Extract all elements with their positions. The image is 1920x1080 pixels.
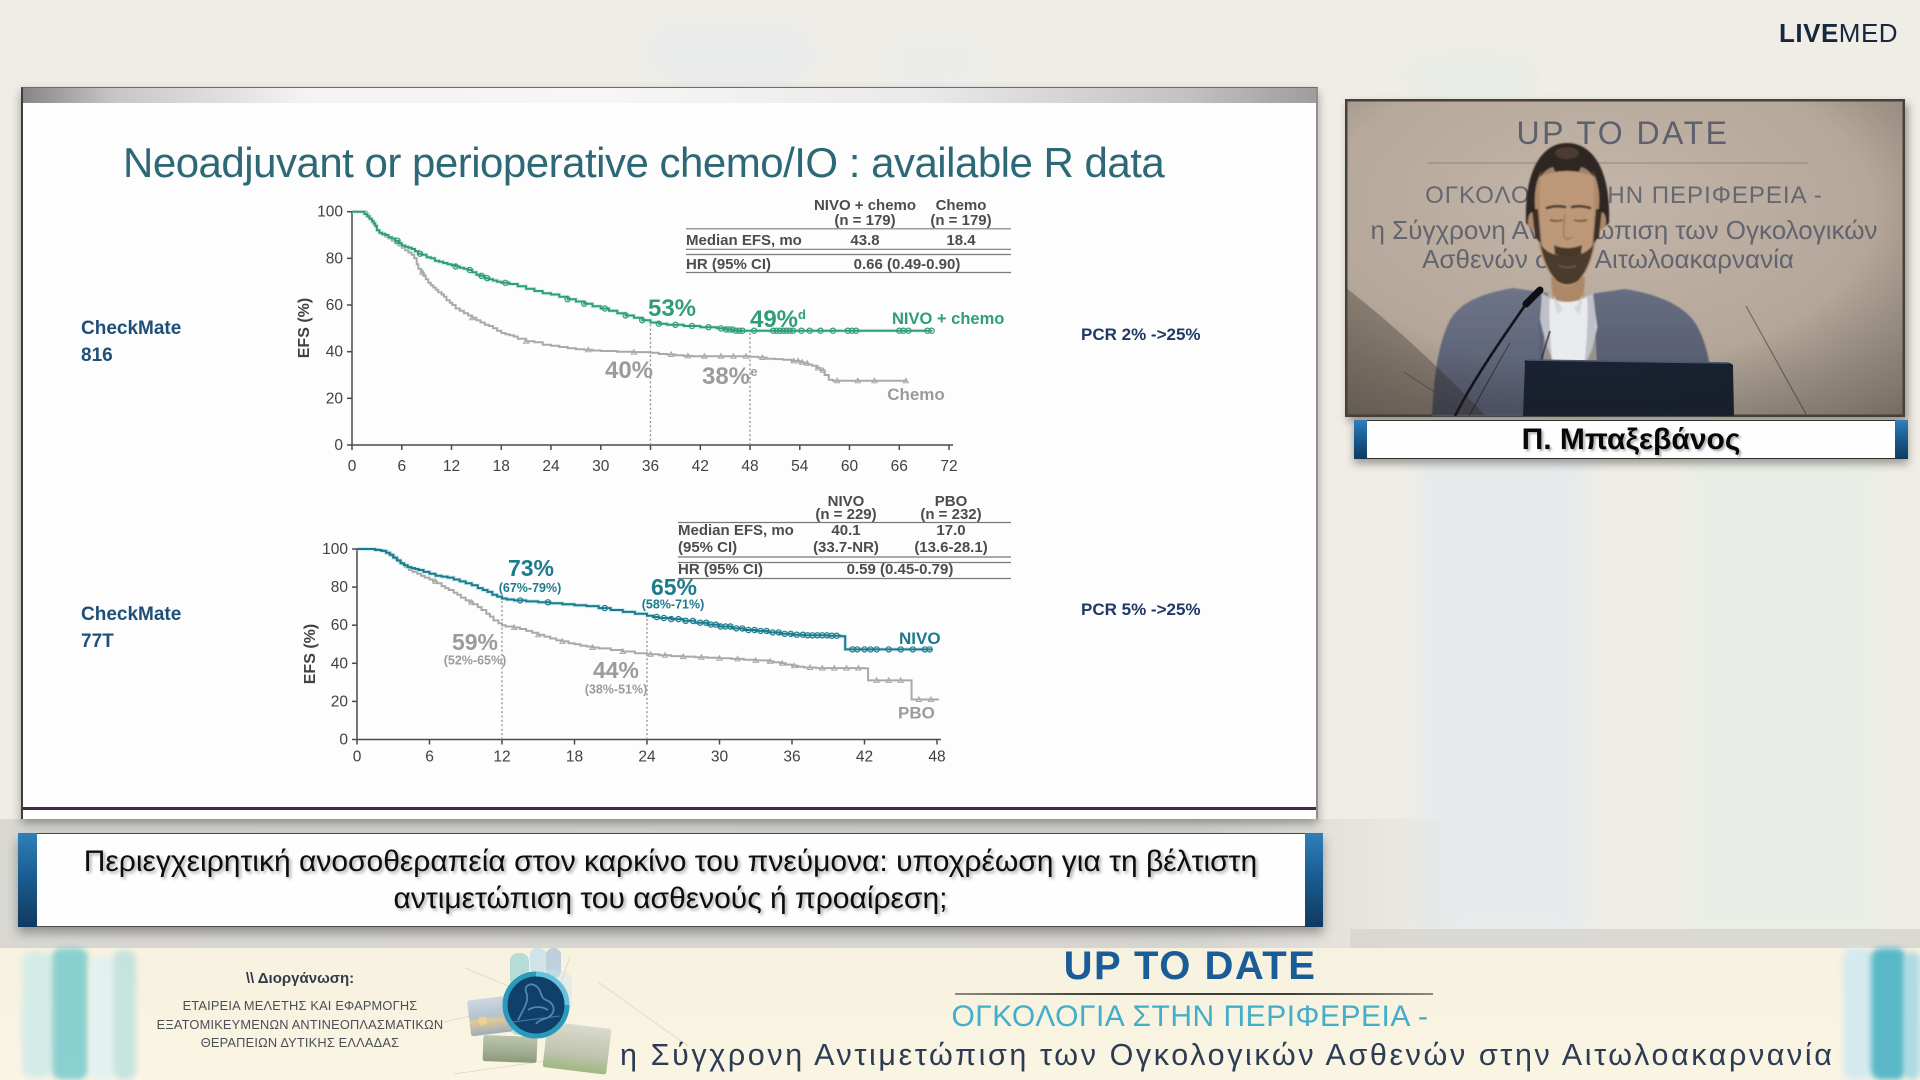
svg-text:100: 100 <box>322 541 348 558</box>
svg-text:Chemo: Chemo <box>936 197 987 214</box>
svg-text:54: 54 <box>791 458 809 475</box>
svg-text:12: 12 <box>493 749 510 766</box>
svg-text:6: 6 <box>397 458 406 475</box>
svg-text:(95% CI): (95% CI) <box>678 539 737 556</box>
svg-text:6: 6 <box>425 749 434 766</box>
svg-text:24: 24 <box>542 458 560 475</box>
svg-text:40: 40 <box>331 655 349 672</box>
svg-text:0: 0 <box>353 749 362 766</box>
svg-text:EFS (%): EFS (%) <box>302 624 319 684</box>
svg-text:42: 42 <box>692 458 709 475</box>
svg-text:40: 40 <box>326 344 344 361</box>
svg-text:(67%-79%): (67%-79%) <box>499 581 562 595</box>
svg-text:d: d <box>798 307 806 322</box>
svg-text:(n = 179): (n = 179) <box>834 212 895 229</box>
svg-text:36: 36 <box>783 749 800 766</box>
svg-text:80: 80 <box>331 579 349 596</box>
svg-text:12: 12 <box>443 458 460 475</box>
svg-text:49%: 49% <box>750 306 798 333</box>
svg-text:CheckMate: CheckMate <box>81 318 181 339</box>
svg-text:60: 60 <box>841 458 859 475</box>
svg-text:38%: 38% <box>702 363 750 390</box>
svg-text:18: 18 <box>493 458 510 475</box>
svg-text:CheckMate: CheckMate <box>81 604 181 625</box>
svg-text:e: e <box>750 364 757 379</box>
svg-text:Chemo: Chemo <box>887 385 945 404</box>
svg-text:100: 100 <box>317 204 343 221</box>
svg-text:EFS (%): EFS (%) <box>296 298 313 358</box>
svg-text:73%: 73% <box>508 555 554 581</box>
svg-text:44%: 44% <box>593 657 639 683</box>
svg-text:0: 0 <box>348 458 357 475</box>
svg-text:30: 30 <box>711 749 729 766</box>
svg-text:40.1: 40.1 <box>831 522 860 539</box>
svg-text:40%: 40% <box>605 357 653 384</box>
svg-text:0: 0 <box>339 732 348 749</box>
svg-text:24: 24 <box>638 749 656 766</box>
svg-text:30: 30 <box>592 458 610 475</box>
svg-text:HR (95% CI): HR (95% CI) <box>686 256 771 273</box>
svg-text:0.66 (0.49-0.90): 0.66 (0.49-0.90) <box>854 256 961 273</box>
svg-text:20: 20 <box>326 390 344 407</box>
svg-text:36: 36 <box>642 458 659 475</box>
svg-text:Median EFS, mo: Median EFS, mo <box>678 522 794 539</box>
svg-text:PCR 5% ->25%: PCR 5% ->25% <box>1081 600 1201 619</box>
svg-text:77T: 77T <box>81 631 114 652</box>
svg-text:18: 18 <box>566 749 583 766</box>
svg-text:(n = 179): (n = 179) <box>930 212 991 229</box>
svg-text:NIVO: NIVO <box>899 629 941 648</box>
svg-text:18.4: 18.4 <box>946 232 976 249</box>
svg-text:PBO: PBO <box>935 493 968 510</box>
svg-text:0: 0 <box>334 437 343 454</box>
svg-text:(58%-71%): (58%-71%) <box>642 598 705 612</box>
svg-text:72: 72 <box>940 458 957 475</box>
svg-text:(38%-51%): (38%-51%) <box>585 683 648 697</box>
svg-text:53%: 53% <box>648 295 696 322</box>
svg-text:48: 48 <box>741 458 758 475</box>
svg-text:(52%-65%): (52%-65%) <box>444 654 507 668</box>
svg-text:PCR 2% ->25%: PCR 2% ->25% <box>1081 325 1201 344</box>
svg-text:(n = 229): (n = 229) <box>815 506 876 523</box>
svg-text:43.8: 43.8 <box>850 232 879 249</box>
svg-text:(13.6-28.1): (13.6-28.1) <box>914 539 987 556</box>
svg-text:80: 80 <box>326 250 344 267</box>
svg-text:NIVO + chemo: NIVO + chemo <box>814 197 916 214</box>
svg-text:48: 48 <box>928 749 945 766</box>
svg-text:66: 66 <box>891 458 908 475</box>
svg-text:HR (95% CI): HR (95% CI) <box>678 561 763 578</box>
svg-text:60: 60 <box>326 297 344 314</box>
svg-text:NIVO + chemo: NIVO + chemo <box>892 310 1004 328</box>
svg-text:42: 42 <box>856 749 873 766</box>
svg-text:816: 816 <box>81 345 113 366</box>
svg-text:59%: 59% <box>452 629 498 655</box>
svg-text:(33.7-NR): (33.7-NR) <box>813 539 879 556</box>
svg-text:20: 20 <box>331 693 349 710</box>
svg-text:NIVO: NIVO <box>828 493 865 510</box>
svg-text:60: 60 <box>331 617 349 634</box>
svg-text:(n = 232): (n = 232) <box>920 506 981 523</box>
svg-text:17.0: 17.0 <box>936 522 965 539</box>
svg-text:Median EFS, mo: Median EFS, mo <box>686 232 802 249</box>
svg-text:0.59 (0.45-0.79): 0.59 (0.45-0.79) <box>847 561 954 578</box>
svg-text:PBO: PBO <box>898 704 935 723</box>
